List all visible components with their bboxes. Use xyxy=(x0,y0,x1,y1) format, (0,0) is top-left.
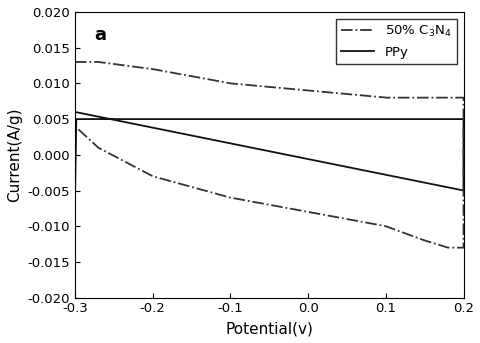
Legend: 50% C$_3$N$_4$, PPy: 50% C$_3$N$_4$, PPy xyxy=(336,19,456,64)
Y-axis label: Current(A/g): Current(A/g) xyxy=(7,108,22,202)
50% C$_3$N$_4$ xyxy=(72,60,78,64)
50% C$_3$N$_4$ xyxy=(460,246,466,250)
Text: a: a xyxy=(94,26,106,44)
50% C$_3$N$_4$ xyxy=(120,63,125,67)
PPy xyxy=(264,117,270,121)
PPy xyxy=(391,117,397,121)
PPy xyxy=(209,138,215,142)
PPy xyxy=(272,150,277,154)
50% C$_3$N$_4$ xyxy=(179,182,185,186)
PPy xyxy=(330,117,336,121)
X-axis label: Potential(v): Potential(v) xyxy=(225,321,312,336)
50% C$_3$N$_4$ xyxy=(376,223,382,227)
50% C$_3$N$_4$ xyxy=(72,124,78,128)
50% C$_3$N$_4$ xyxy=(259,201,264,205)
50% C$_3$N$_4$ xyxy=(396,229,402,234)
Line: PPy: PPy xyxy=(75,112,463,198)
50% C$_3$N$_4$ xyxy=(353,219,359,223)
PPy xyxy=(72,110,78,114)
PPy xyxy=(72,196,78,200)
Line: 50% C$_3$N$_4$: 50% C$_3$N$_4$ xyxy=(75,62,463,248)
PPy xyxy=(423,181,429,185)
